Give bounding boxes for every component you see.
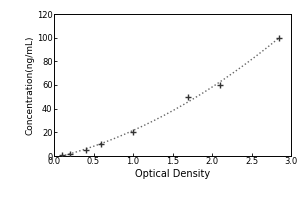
X-axis label: Optical Density: Optical Density (135, 169, 210, 179)
Y-axis label: Concentration(ng/mL): Concentration(ng/mL) (25, 35, 34, 135)
